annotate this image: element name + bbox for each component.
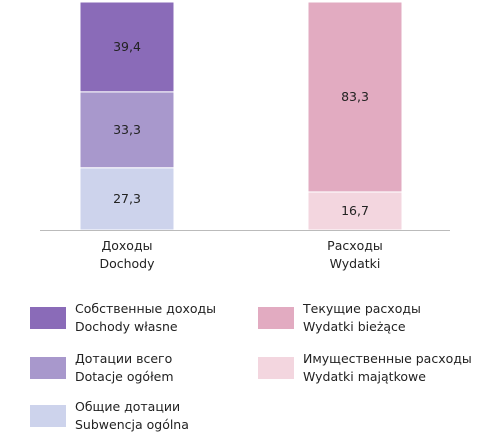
legend-swatch — [258, 357, 294, 379]
legend-swatch — [30, 307, 66, 329]
value-label: 83,3 — [341, 88, 369, 103]
value-label: 27,3 — [113, 190, 141, 205]
legend-label: Общие дотации Subwencja ogólna — [75, 399, 189, 432]
legend-label: Собственные доходы Dochody własne — [75, 301, 216, 334]
value-label: 39,4 — [113, 38, 141, 53]
legend-label: Текущие расходы Wydatki bieżące — [302, 301, 421, 334]
bar-segment — [307, 191, 403, 231]
bar-segment — [307, 1, 403, 193]
x-tick-label: Расходы Wydatki — [327, 238, 383, 271]
value-label: 33,3 — [113, 121, 141, 136]
legend-swatch — [258, 307, 294, 329]
value-label: 16,7 — [341, 202, 369, 217]
bar-segment — [79, 1, 175, 93]
legend-swatch — [30, 357, 66, 379]
bar-segment — [79, 167, 175, 231]
legend-swatch — [30, 405, 66, 427]
x-tick-label: Доходы Dochody — [99, 238, 155, 271]
legend-label: Имущественные расходы Wydatki majątkowe — [303, 351, 472, 384]
bar-segment — [79, 91, 175, 169]
legend-label: Дотации всего Dotacje ogółem — [75, 351, 174, 384]
